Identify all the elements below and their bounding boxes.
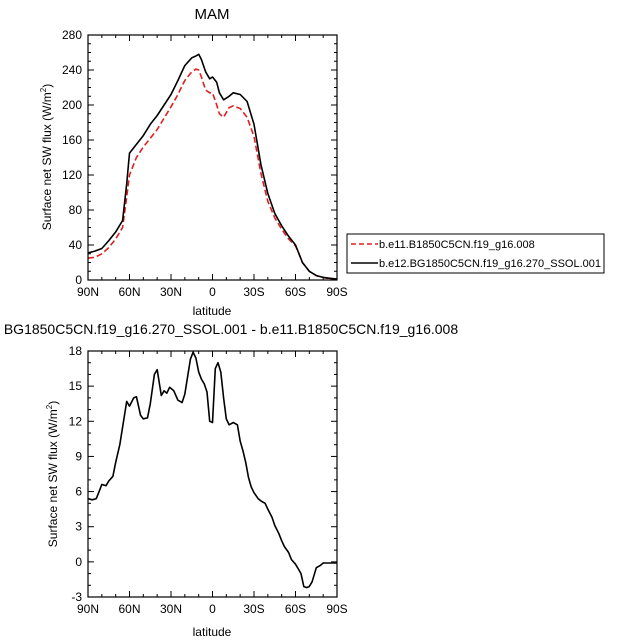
top-y-tick-label: 40 [69,238,83,252]
bottom-x-tick-label: 60S [285,602,306,616]
top-x-tick-labels: 90N 60N 30N 0 30S 60S 90S [77,285,348,299]
top-y-tick-label: 0 [75,273,82,287]
bottom-series-line-1 [87,351,337,589]
bottom-y-axis-label: Surface net SW flux (W/m2) [45,401,60,547]
top-x-tick-label: 90N [77,285,99,299]
top-series-line-1 [87,68,337,280]
top-y-tick-label: 80 [69,203,83,217]
top-x-tick-label: 60S [285,285,306,299]
top-x-tick-label: 90S [326,285,347,299]
bottom-x-tick-label: 30N [160,602,182,616]
top-y-tick-label: 120 [62,168,82,182]
top-x-tick-label: 60N [118,285,140,299]
bottom-x-tick-label: 30S [243,602,264,616]
top-x-tick-label: 0 [209,285,216,299]
bottom-y-axis-label-sup: 2 [45,404,54,409]
top-y-axis-label-sup: 2 [39,87,48,92]
top-plot-frame [87,34,338,281]
bottom-x-tick-label: 0 [209,602,216,616]
bottom-chart-title: BG1850C5CN.f19_g16.270_SSOL.001 - b.e11.… [4,321,459,337]
bottom-x-tick-label: 60N [118,602,140,616]
legend-box [346,233,605,274]
top-y-tick-labels: 0 40 80 120 160 200 240 280 [62,28,82,287]
bottom-y-tick-label: -3 [71,590,82,604]
bottom-y-tick-label: 6 [75,485,82,499]
top-x-tick-label: 30S [243,285,264,299]
bottom-x-tick-label: 90S [326,602,347,616]
top-y-axis-label: Surface net SW flux (W/m2) [39,84,54,230]
top-panel: MAM 90N 60N 30N 0 30S 60S 90S 0 40 80 120 160 200 24… [39,6,605,318]
bottom-plot-frame [87,350,338,598]
bottom-y-tick-label: 18 [69,344,83,358]
bottom-panel: BG1850C5CN.f19_g16.270_SSOL.001 - b.e11.… [4,321,459,639]
legend-label-series-1: b.e11.B1850C5CN.f19_g16.008 [379,239,535,251]
top-plot-area [87,34,338,281]
top-y-tick-label: 240 [62,63,82,77]
bottom-plot-area [87,350,338,598]
top-y-axis-label-text: Surface net SW flux (W/m [40,92,54,230]
top-y-axis-label-close: ) [40,84,54,88]
bottom-y-tick-label: 12 [69,414,83,428]
top-y-tick-label: 160 [62,133,82,147]
legend: b.e11.B1850C5CN.f19_g16.008 b.e12.BG1850… [346,233,605,274]
top-chart-title: MAM [195,6,230,23]
top-series-line-2 [87,53,338,280]
bottom-y-axis-label-close: ) [46,401,60,405]
top-y-tick-label: 280 [62,28,82,42]
bottom-x-tick-labels: 90N 60N 30N 0 30S 60S 90S [77,602,348,616]
top-x-tick-label: 30N [160,285,182,299]
bottom-y-tick-label: 15 [69,379,83,393]
bottom-x-tick-label: 90N [77,602,99,616]
bottom-y-axis-label-text: Surface net SW flux (W/m [46,409,60,547]
top-x-axis-label: latitude [193,304,232,318]
bottom-y-tick-labels: -3 0 3 6 9 12 15 18 [69,344,83,604]
legend-label-series-2: b.e12.BG1850C5CN.f19_g16.270_SSOL.001 [379,258,601,270]
bottom-x-axis-label: latitude [193,625,232,639]
bottom-y-tick-label: 3 [75,520,82,534]
bottom-y-tick-label: 9 [75,449,82,463]
bottom-y-tick-label: 0 [75,555,82,569]
top-y-tick-label: 200 [62,98,82,112]
